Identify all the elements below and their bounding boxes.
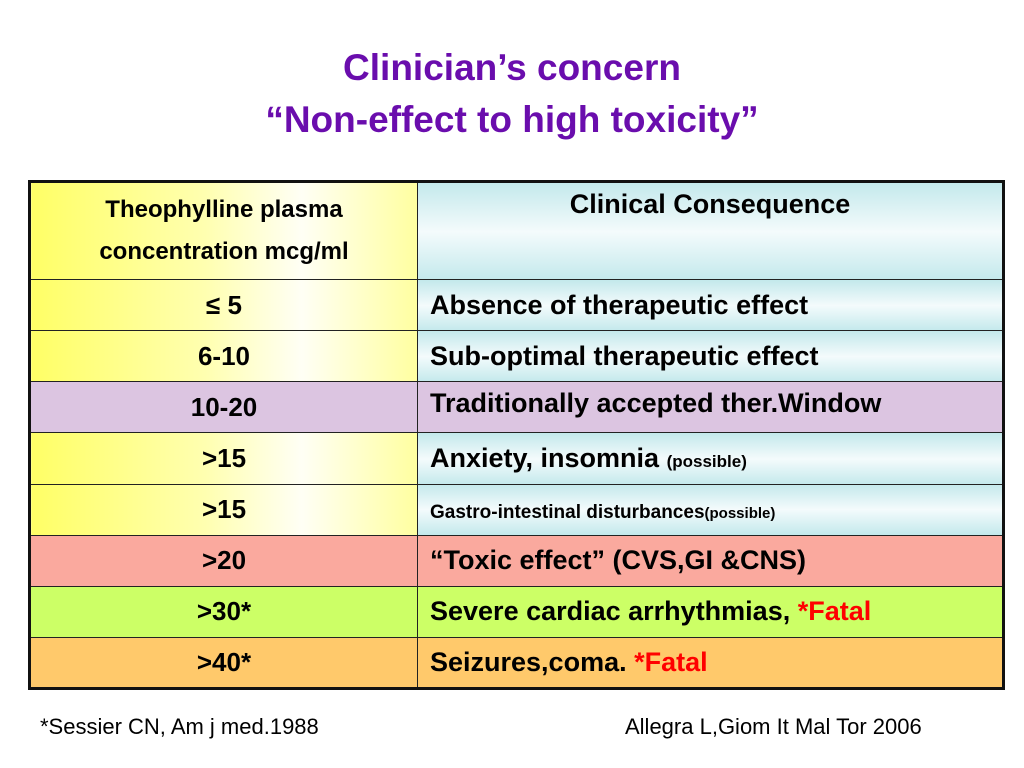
concentration-cell: ≤ 5: [29, 279, 418, 332]
table-row: >30* Severe cardiac arrhythmias, *Fatal: [29, 585, 1004, 638]
fatal-label: *Fatal: [797, 596, 872, 627]
slide-subtitle: “Non-effect to high toxicity”: [265, 99, 759, 140]
table-row: 6-10 Sub-optimal therapeutic effect: [29, 330, 1004, 383]
consequence-cell: Absence of therapeutic effect: [417, 279, 1004, 332]
footnote-reference-right: Allegra L,Giom It Mal Tor 2006: [625, 714, 922, 739]
concentration-cell: >40*: [29, 636, 418, 690]
consequence-text: Seizures,coma.: [430, 646, 627, 677]
consequence-cell: Severe cardiac arrhythmias, *Fatal: [417, 585, 1004, 638]
consequence-cell: Anxiety, insomnia (possible): [417, 432, 1004, 485]
concentration-cell: >30*: [29, 585, 418, 638]
consequence-cell: “Toxic effect” (CVS,GI &CNS): [417, 534, 1004, 587]
table-row: >20 “Toxic effect” (CVS,GI &CNS): [29, 534, 1004, 587]
consequence-cell: Traditionally accepted ther.Window: [417, 381, 1004, 434]
header-concentration-line2: concentration mcg/ml: [99, 238, 349, 266]
table-row: ≤ 5 Absence of therapeutic effect: [29, 279, 1004, 332]
footnote-reference-left: *Sessier CN, Am j med.1988: [40, 714, 319, 739]
consequence-text: Severe cardiac arrhythmias,: [430, 596, 791, 627]
consequence-cell: Gastro-intestinal disturbances(possible): [417, 483, 1004, 536]
header-consequence: Clinical Consequence: [417, 180, 1004, 281]
slide-title: Clinician’s concern: [343, 47, 681, 88]
concentration-cell: >15: [29, 483, 418, 536]
table-row: >15 Anxiety, insomnia (possible): [29, 432, 1004, 485]
header-concentration-line1: Theophylline plasma: [105, 196, 343, 224]
theophylline-table: Theophylline plasma concentration mcg/ml…: [28, 180, 1005, 690]
table-header-row: Theophylline plasma concentration mcg/ml…: [29, 180, 1004, 281]
concentration-cell: 10-20: [29, 381, 418, 434]
consequence-cell: Seizures,coma. *Fatal: [417, 636, 1004, 690]
consequence-text: Anxiety, insomnia: [430, 443, 660, 474]
table-row: >40* Seizures,coma. *Fatal: [29, 636, 1004, 690]
consequence-note: (possible): [704, 505, 776, 523]
header-concentration: Theophylline plasma concentration mcg/ml: [29, 180, 418, 281]
consequence-text: Gastro-intestinal disturbances: [430, 502, 705, 524]
consequence-cell: Sub-optimal therapeutic effect: [417, 330, 1004, 383]
concentration-cell: >15: [29, 432, 418, 485]
table-row: 10-20 Traditionally accepted ther.Window: [29, 381, 1004, 434]
fatal-label: *Fatal: [634, 646, 708, 677]
concentration-cell: >20: [29, 534, 418, 587]
concentration-cell: 6-10: [29, 330, 418, 383]
table-row: >15 Gastro-intestinal disturbances(possi…: [29, 483, 1004, 536]
consequence-note: (possible): [666, 452, 747, 472]
